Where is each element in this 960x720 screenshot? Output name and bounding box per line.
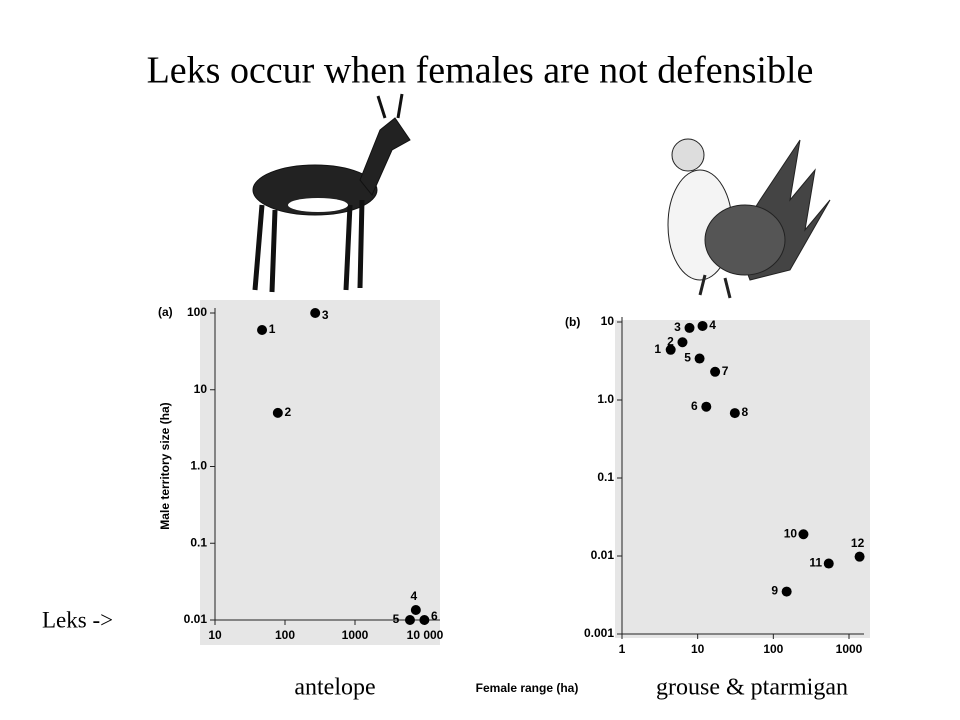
data-point (697, 320, 708, 331)
point-label: 2 (667, 334, 674, 348)
data-point (404, 615, 415, 625)
panel-label: (b) (565, 315, 580, 329)
point-label: 5 (393, 612, 400, 626)
data-point (710, 366, 721, 377)
data-point (781, 586, 792, 597)
point-label: 10 (784, 526, 798, 540)
data-point (310, 308, 321, 318)
point-label: 4 (709, 318, 716, 332)
x-tick-label: 1000 (342, 628, 369, 642)
point-label: 6 (431, 609, 438, 623)
plot-background (200, 300, 440, 645)
x-axis-label: Female range (ha) (476, 681, 579, 695)
point-label: 9 (771, 584, 778, 598)
point-label: 2 (284, 405, 291, 419)
y-tick-label: 10 (194, 382, 208, 396)
y-tick-label: 0.1 (190, 535, 207, 549)
y-axis-label: Male territory size (ha) (158, 402, 172, 529)
data-point (272, 407, 283, 418)
data-point (694, 353, 705, 364)
slide-title: Leks occur when females are not defensib… (147, 50, 814, 92)
point-label: 12 (851, 536, 865, 550)
panel-label: (a) (158, 305, 173, 319)
y-tick-label: 0.001 (584, 626, 614, 640)
point-label: 3 (674, 320, 681, 334)
point-label: 5 (684, 351, 691, 365)
data-point (798, 529, 809, 540)
y-tick-label: 1.0 (597, 392, 614, 406)
point-label: 11 (809, 556, 822, 570)
antelope-illustration (252, 93, 411, 293)
point-label: 6 (691, 399, 698, 413)
data-point (684, 322, 695, 333)
plot-background (615, 320, 870, 638)
point-label: 7 (722, 364, 729, 378)
y-tick-label: 0.1 (597, 470, 614, 484)
y-tick-label: 0.01 (184, 612, 208, 626)
chart-caption: grouse & ptarmigan (656, 675, 848, 701)
y-tick-label: 0.01 (591, 548, 615, 562)
x-tick-label: 100 (763, 642, 783, 656)
x-tick-label: 10 (691, 642, 705, 656)
x-tick-label: 10 000 (407, 628, 444, 642)
x-tick-label: 100 (275, 628, 295, 642)
data-point (677, 337, 688, 348)
data-point (701, 401, 712, 412)
x-tick-label: 1 (619, 642, 626, 656)
point-label: 8 (742, 405, 749, 419)
point-label: 1 (654, 342, 661, 356)
data-point (729, 408, 740, 419)
point-label: 3 (322, 308, 329, 322)
point-label: 4 (411, 589, 418, 603)
data-point (854, 551, 865, 562)
x-tick-label: 10 (208, 628, 222, 642)
y-tick-label: 1.0 (190, 459, 207, 473)
annotation: Leks -> (42, 607, 113, 632)
data-point (419, 615, 430, 625)
y-tick-label: 10 (601, 314, 615, 328)
y-tick-label: 100 (187, 305, 207, 319)
x-tick-label: 1000 (836, 642, 863, 656)
data-point (823, 558, 834, 569)
data-point (410, 604, 421, 615)
data-point (665, 344, 676, 355)
data-point (257, 325, 268, 336)
point-label: 1 (269, 322, 276, 336)
grouse-illustration (667, 138, 831, 299)
chart-caption: antelope (294, 675, 375, 701)
